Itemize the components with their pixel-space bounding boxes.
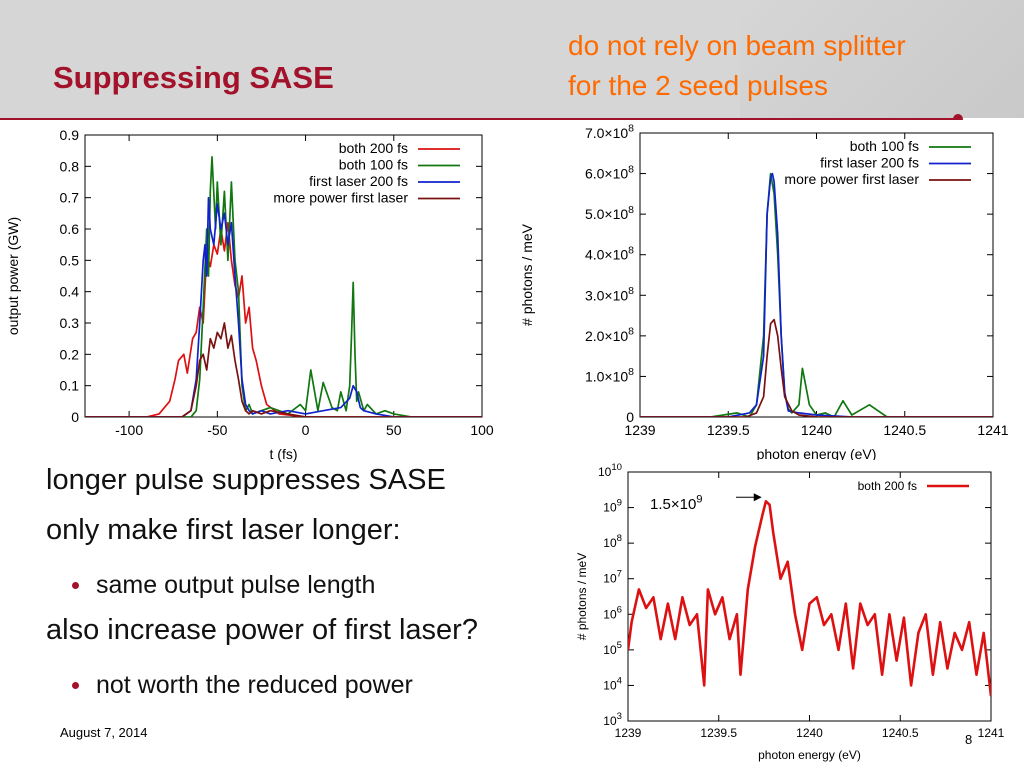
y-axis-label: # photons / meV (519, 223, 535, 326)
spectrum-linear-chart: 1239 1239.5 1240 1240.5 1241 0 1.0×108 2.0×108 3… (515, 120, 1024, 470)
y-tick-label: 0 (626, 409, 634, 425)
x-axis-label: t (fs) (270, 446, 298, 462)
y-tick-label: 7.0×108 (585, 123, 634, 141)
sub-bullet-text: not worth the reduced power (96, 671, 413, 699)
y-tick-label: 2.0×108 (585, 326, 634, 344)
x-tick-label: 1240.5 (882, 726, 919, 740)
power-vs-time-chart: -100 -50 0 50 100 0 0.1 0.2 0.3 0.4 0.5 0.6 0.7 0.8 0.… (0, 125, 500, 470)
series-line-both-200-fs (85, 221, 482, 417)
series-line-first-laser-200-fs (640, 172, 993, 417)
y-tick-label: 1.0×108 (585, 366, 634, 384)
y-tick-label: 0.2 (60, 346, 80, 362)
series-line-more-power-first-laser (640, 318, 993, 417)
sub-bullet-item: not worth the reduced power (46, 662, 586, 712)
slide-title: Suppressing SASE (53, 60, 334, 95)
y-tick-label: 0.5 (60, 252, 80, 268)
bullet-item: only make first laser longer: (46, 514, 401, 546)
y-tick-label: 3.0×108 (585, 285, 634, 303)
bullet-item: longer pulse suppresses SASE (46, 464, 446, 496)
x-tick-label: -50 (207, 422, 227, 438)
legend-label: both 200 fs (339, 140, 408, 156)
y-tick-label: 108 (603, 533, 622, 550)
y-tick-label: 0.1 (60, 378, 80, 394)
annotation-arrow-head (753, 493, 762, 502)
x-tick-label: 1239 (624, 422, 655, 438)
x-axis-label: photon energy (eV) (757, 446, 877, 462)
x-tick-label: 1240.5 (883, 422, 926, 438)
y-tick-label: 106 (603, 604, 622, 621)
x-tick-label: 50 (386, 422, 402, 438)
y-tick-label: 0.8 (60, 158, 80, 174)
y-tick-label: 1010 (598, 462, 622, 479)
y-tick-label: 105 (603, 640, 622, 657)
y-tick-label: 0.7 (60, 190, 80, 206)
series-line-more-power-first-laser (85, 322, 482, 417)
bullet-dot (72, 682, 79, 689)
spectrum-log-chart: 1239 1239.5 1240 1240.5 1241 103 104 105 106 107 1… (570, 460, 1024, 768)
x-tick-label: 1240 (801, 422, 832, 438)
y-tick-label: 0.3 (60, 315, 80, 331)
legend-label: both 100 fs (339, 157, 408, 173)
side-note-line: do not rely on beam splitter (568, 30, 906, 61)
legend-label: both 200 fs (858, 479, 917, 493)
legend-label: first laser 200 fs (309, 173, 408, 189)
x-tick-label: 1239.5 (707, 422, 750, 438)
title-rule-dot (953, 114, 963, 124)
side-note-line: for the 2 seed pulses (568, 70, 828, 101)
plot-frame (84, 134, 483, 418)
sub-bullet-item: same output pulse length (46, 562, 586, 612)
y-axis-label: # photons / meV (575, 553, 589, 640)
title-rule (0, 118, 958, 120)
sub-bullet-text: same output pulse length (96, 571, 376, 599)
x-tick-label: 1241 (977, 422, 1008, 438)
legend-label: first laser 200 fs (820, 155, 919, 171)
legend-label: both 100 fs (850, 138, 919, 154)
series-line-first-laser-200-fs (85, 196, 482, 417)
y-tick-label: 109 (603, 498, 622, 515)
y-tick-label: 4.0×108 (585, 244, 634, 262)
y-tick-label: 107 (603, 569, 622, 586)
bullet-dot (72, 582, 79, 589)
x-tick-label: -100 (115, 422, 143, 438)
x-tick-label: 1239 (615, 726, 642, 740)
x-axis-label: photon energy (eV) (758, 748, 861, 762)
y-tick-label: 104 (603, 675, 622, 692)
header-corner-decoration (740, 0, 1024, 118)
y-tick-label: 5.0×108 (585, 204, 634, 222)
bullet-item: also increase power of first laser? (46, 614, 478, 646)
y-tick-label: 0.4 (60, 284, 80, 300)
y-tick-label: 103 (603, 711, 622, 728)
x-tick-label: 0 (302, 422, 310, 438)
side-note: do not rely on beam splitter for the 2 s… (568, 26, 1018, 106)
x-tick-label: 100 (470, 422, 494, 438)
footer-date: August 7, 2014 (60, 725, 148, 740)
y-tick-label: 6.0×108 (585, 163, 634, 181)
chart-svg: 1239 1239.5 1240 1240.5 1241 103 104 105 106 107 1… (575, 462, 1005, 762)
chart-svg: 1239 1239.5 1240 1240.5 1241 0 1.0×108 2.0×108 3… (519, 123, 1009, 462)
page-number: 8 (965, 732, 973, 747)
y-tick-label: 0.6 (60, 221, 80, 237)
legend-label: more power first laser (273, 190, 408, 206)
y-axis-label: output power (GW) (5, 217, 21, 335)
peak-annotation: 1.5×109 (650, 493, 703, 513)
series-line-both-100-fs (640, 172, 993, 417)
x-tick-label: 1241 (978, 726, 1005, 740)
x-tick-label: 1239.5 (700, 726, 737, 740)
legend-label: more power first laser (784, 171, 919, 187)
bullet-list: longer pulse suppresses SASE only make f… (46, 462, 586, 712)
y-tick-label: 0 (71, 409, 79, 425)
y-tick-label: 0.9 (60, 127, 80, 143)
series-line-both-200-fs (628, 499, 991, 697)
chart-svg: -100 -50 0 50 100 0 0.1 0.2 0.3 0.4 0.5 0.6 0.7 0.8 0.… (5, 127, 494, 462)
x-tick-label: 1240 (796, 726, 823, 740)
